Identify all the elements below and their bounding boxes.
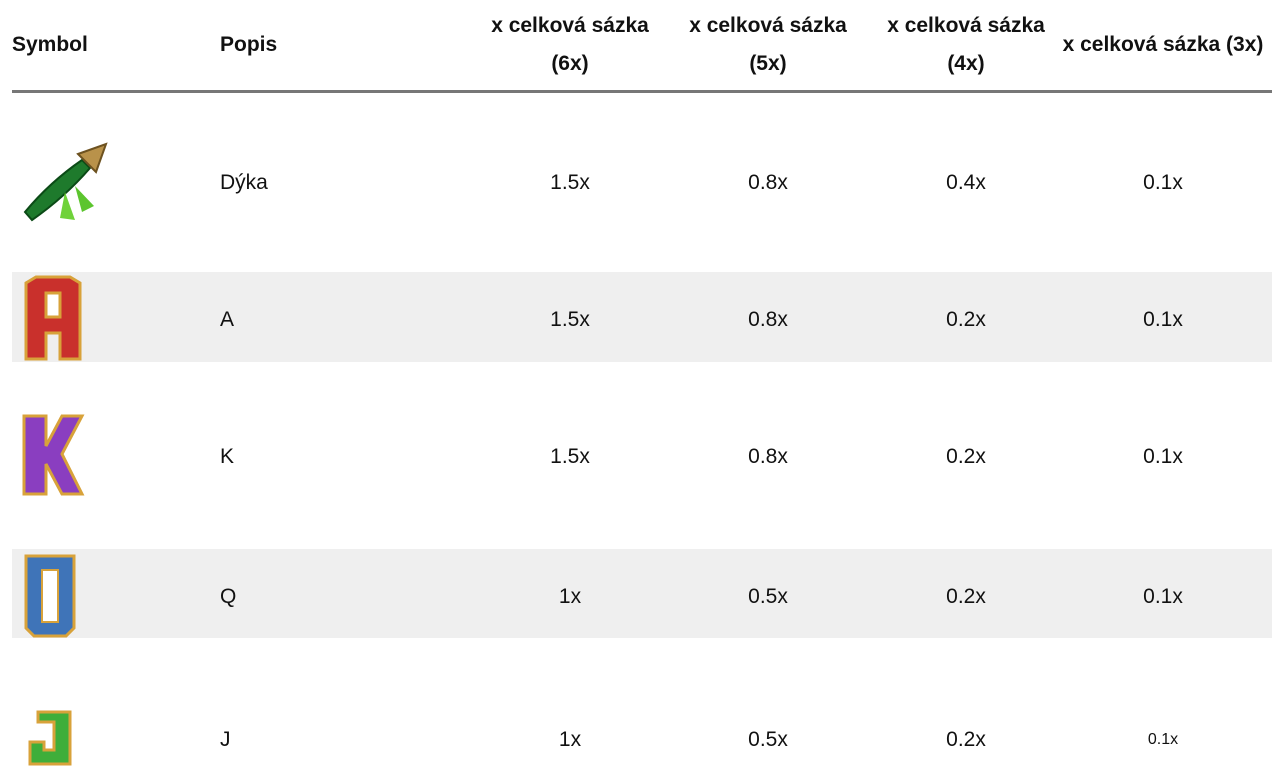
letter-a-icon: [24, 275, 82, 361]
payout-value: 1.5x: [550, 171, 590, 194]
payout-value: 1x: [558, 585, 582, 608]
symbol-name: A: [220, 308, 235, 331]
letter-k-icon: [22, 414, 85, 496]
payout-value: 0.2x: [946, 445, 986, 468]
payout-value: 0.5x: [748, 728, 788, 751]
payout-value: 0.4x: [946, 171, 986, 194]
payout-value: 0.1x: [1143, 445, 1183, 468]
column-header: x celková sázka (6x): [491, 14, 649, 75]
payout-value: 0.2x: [946, 308, 986, 331]
payout-value: 0.1x: [1143, 171, 1183, 194]
row-background: [12, 549, 1272, 638]
row-background: [12, 272, 1272, 362]
payout-value: 0.5x: [748, 585, 788, 608]
payout-value: 0.8x: [748, 308, 788, 331]
payout-value: 0.2x: [946, 585, 986, 608]
column-header: x celková sázka (4x): [887, 14, 1045, 75]
payout-value: 0.1x: [1143, 585, 1183, 608]
column-header: Symbol: [12, 33, 88, 56]
column-header: x celková sázka (5x): [689, 14, 847, 75]
payout-value: 1.5x: [550, 445, 590, 468]
payout-value: 1x: [558, 728, 582, 751]
letter-j-icon: [28, 710, 72, 766]
symbol-name: K: [220, 445, 235, 468]
payout-value: 0.2x: [946, 728, 986, 751]
symbol-name: Dýka: [220, 171, 268, 194]
column-header: x celková sázka (3x): [1062, 33, 1264, 56]
symbol-name: J: [220, 728, 231, 751]
header-rule: [12, 90, 1272, 93]
payout-value: 0.1x: [1143, 308, 1183, 331]
dagger-icon: [23, 142, 108, 222]
column-header: Popis: [220, 33, 278, 56]
symbol-name: Q: [220, 585, 237, 608]
payout-value: 1.5x: [550, 308, 590, 331]
letter-q-icon: [24, 554, 76, 638]
payout-value: 0.1x: [1147, 731, 1179, 748]
payout-value: 0.8x: [748, 445, 788, 468]
payout-value: 0.8x: [748, 171, 788, 194]
